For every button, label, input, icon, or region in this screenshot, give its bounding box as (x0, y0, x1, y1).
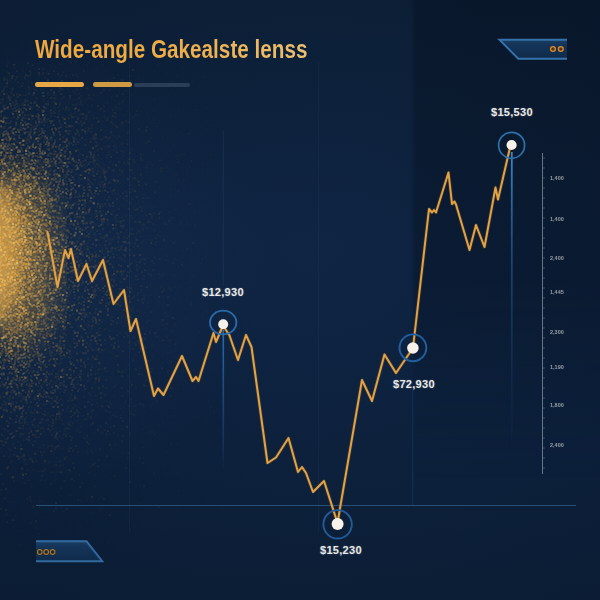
svg-text:2,400: 2,400 (550, 255, 564, 261)
svg-text:2,300: 2,300 (550, 329, 564, 335)
svg-text:2,400: 2,400 (550, 442, 564, 448)
svg-text:1,445: 1,445 (550, 289, 564, 295)
svg-text:1,400: 1,400 (550, 175, 564, 181)
svg-text:1,800: 1,800 (550, 402, 564, 408)
svg-text:1,400: 1,400 (550, 216, 564, 222)
svg-text:1,190: 1,190 (550, 364, 564, 370)
